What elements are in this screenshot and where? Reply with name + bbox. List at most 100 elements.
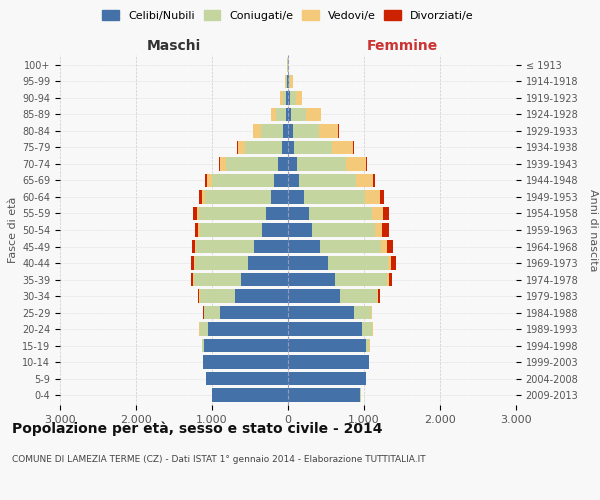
Bar bbox=[287, 74, 288, 88]
Bar bbox=[365, 190, 380, 204]
Bar bbox=[205, 190, 271, 204]
Bar bbox=[200, 223, 262, 237]
Bar bbox=[288, 223, 313, 237]
Bar bbox=[212, 174, 274, 187]
Bar bbox=[288, 356, 368, 369]
Bar bbox=[366, 157, 367, 170]
Bar bbox=[254, 240, 288, 254]
Bar bbox=[332, 140, 353, 154]
Bar bbox=[368, 356, 370, 369]
Bar bbox=[203, 306, 204, 320]
Bar bbox=[304, 190, 365, 204]
Bar bbox=[340, 290, 377, 303]
Bar bbox=[205, 339, 288, 352]
Bar bbox=[296, 91, 302, 104]
Bar bbox=[391, 256, 395, 270]
Bar bbox=[196, 240, 254, 254]
Y-axis label: Anni di nascita: Anni di nascita bbox=[588, 188, 598, 271]
Bar bbox=[306, 108, 322, 121]
Bar bbox=[374, 223, 382, 237]
Bar bbox=[288, 206, 308, 220]
Bar bbox=[380, 190, 384, 204]
Bar bbox=[220, 306, 288, 320]
Bar bbox=[195, 223, 199, 237]
Bar bbox=[219, 157, 220, 170]
Text: COMUNE DI LAMEZIA TERME (CZ) - Dati ISTAT 1° gennaio 2014 - Elaborazione TUTTITA: COMUNE DI LAMEZIA TERME (CZ) - Dati ISTA… bbox=[12, 456, 425, 464]
Bar bbox=[206, 372, 288, 386]
Bar bbox=[377, 290, 378, 303]
Bar bbox=[288, 256, 328, 270]
Bar bbox=[288, 91, 290, 104]
Bar bbox=[226, 157, 278, 170]
Y-axis label: Fasce di età: Fasce di età bbox=[8, 197, 18, 263]
Bar bbox=[271, 108, 276, 121]
Bar bbox=[288, 190, 304, 204]
Bar bbox=[288, 240, 320, 254]
Bar bbox=[308, 206, 371, 220]
Bar bbox=[383, 206, 389, 220]
Bar bbox=[319, 124, 338, 138]
Bar bbox=[245, 140, 282, 154]
Bar bbox=[373, 174, 375, 187]
Bar bbox=[205, 306, 220, 320]
Bar bbox=[266, 206, 288, 220]
Legend: Celibi/Nubili, Coniugati/e, Vedovi/e, Divorziati/e: Celibi/Nubili, Coniugati/e, Vedovi/e, Di… bbox=[100, 8, 476, 24]
Bar bbox=[235, 290, 288, 303]
Bar bbox=[288, 140, 294, 154]
Bar bbox=[195, 240, 196, 254]
Bar bbox=[387, 240, 393, 254]
Bar bbox=[288, 74, 289, 88]
Bar bbox=[388, 256, 391, 270]
Bar bbox=[291, 108, 306, 121]
Bar bbox=[290, 74, 293, 88]
Bar bbox=[199, 223, 200, 237]
Bar bbox=[194, 273, 241, 286]
Bar bbox=[346, 157, 366, 170]
Bar bbox=[191, 273, 193, 286]
Text: Maschi: Maschi bbox=[147, 38, 201, 52]
Bar bbox=[294, 140, 332, 154]
Bar bbox=[288, 388, 360, 402]
Bar bbox=[288, 174, 299, 187]
Bar bbox=[286, 108, 288, 121]
Bar bbox=[198, 290, 199, 303]
Bar bbox=[288, 108, 291, 121]
Bar bbox=[297, 157, 346, 170]
Bar bbox=[274, 174, 288, 187]
Bar bbox=[280, 91, 283, 104]
Bar bbox=[328, 256, 388, 270]
Bar bbox=[382, 240, 387, 254]
Bar bbox=[389, 273, 392, 286]
Bar bbox=[238, 140, 245, 154]
Bar bbox=[197, 206, 199, 220]
Bar bbox=[371, 206, 383, 220]
Bar bbox=[382, 223, 389, 237]
Bar bbox=[278, 157, 288, 170]
Bar bbox=[200, 290, 235, 303]
Bar bbox=[320, 240, 382, 254]
Text: Femmine: Femmine bbox=[367, 38, 437, 52]
Bar bbox=[212, 388, 288, 402]
Bar bbox=[335, 273, 387, 286]
Bar bbox=[289, 74, 290, 88]
Bar bbox=[282, 140, 288, 154]
Bar bbox=[260, 124, 283, 138]
Bar bbox=[271, 190, 288, 204]
Bar bbox=[220, 157, 226, 170]
Bar bbox=[288, 157, 297, 170]
Bar bbox=[193, 206, 197, 220]
Bar bbox=[199, 206, 266, 220]
Bar bbox=[237, 140, 238, 154]
Bar bbox=[288, 306, 354, 320]
Bar bbox=[293, 124, 319, 138]
Bar bbox=[378, 290, 380, 303]
Bar bbox=[192, 240, 195, 254]
Bar bbox=[288, 372, 365, 386]
Bar bbox=[262, 223, 288, 237]
Bar bbox=[194, 256, 248, 270]
Bar bbox=[387, 273, 389, 286]
Bar bbox=[241, 273, 288, 286]
Bar bbox=[313, 223, 374, 237]
Bar bbox=[202, 190, 205, 204]
Bar bbox=[253, 124, 260, 138]
